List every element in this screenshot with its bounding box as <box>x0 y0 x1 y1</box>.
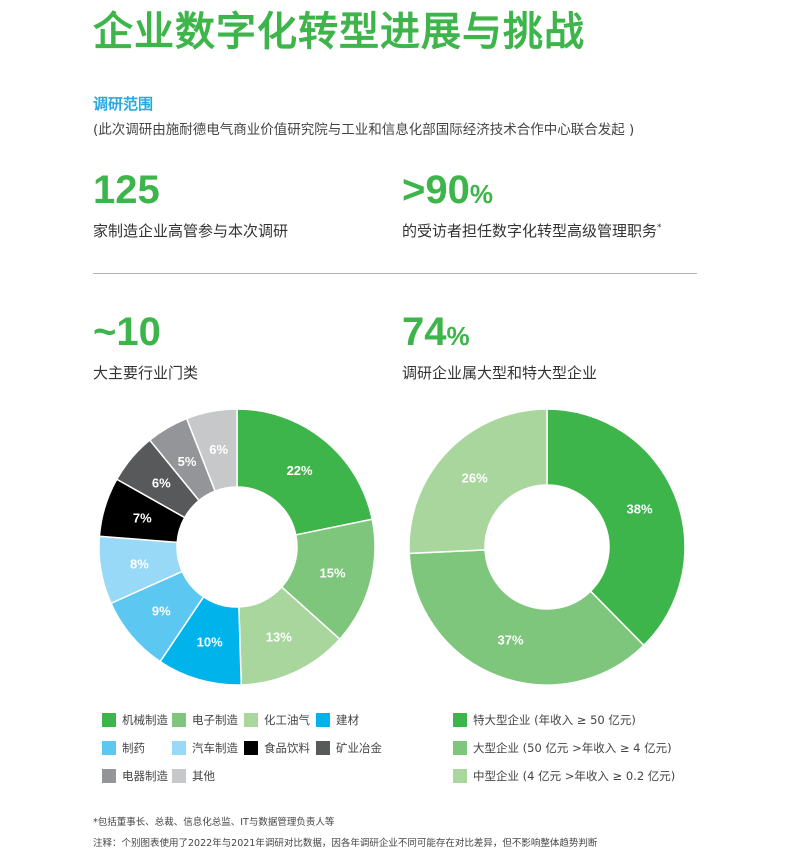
industry-legend-item: 机械制造 <box>102 712 168 728</box>
legend-swatch <box>102 769 116 783</box>
industry-slice-label: 22% <box>287 463 313 478</box>
stat-value: 74 <box>402 310 447 354</box>
legend-swatch <box>102 741 116 755</box>
industry-legend-item: 化工油气 <box>244 712 310 728</box>
stat-desc: 的受访者担任数字化转型高级管理职务 <box>402 222 658 240</box>
legend-label: 电器制造 <box>122 769 168 783</box>
legend-swatch <box>244 713 258 727</box>
size-slice-label: 26% <box>462 470 488 485</box>
industry-slice <box>185 408 238 493</box>
industry-slice-label: 8% <box>130 556 149 571</box>
industry-slice <box>236 408 374 536</box>
size-legend-item: 中型企业 (4 亿元 >年收入 ≥ 0.2 亿元) <box>453 768 675 784</box>
scope-label: 调研范围 <box>93 95 154 113</box>
legend-label: 其他 <box>192 769 215 783</box>
page-title: 企业数字化转型进展与挑战 <box>93 9 585 55</box>
legend-swatch <box>172 769 186 783</box>
industry-slice-label: 7% <box>133 511 152 526</box>
legend-swatch <box>102 713 116 727</box>
legend-swatch <box>172 741 186 755</box>
legend-label: 汽车制造 <box>192 741 238 755</box>
industry-slice-label: 13% <box>266 629 292 644</box>
industry-legend-item: 汽车制造 <box>172 740 238 756</box>
industry-legend-item: 制药 <box>102 740 145 756</box>
size-legend-item: 大型企业 (50 亿元 >年收入 ≥ 4 亿元) <box>453 740 672 756</box>
legend-label: 大型企业 (50 亿元 >年收入 ≥ 4 亿元) <box>473 741 672 755</box>
legend-label: 矿业冶金 <box>336 741 382 755</box>
size-slice <box>546 408 686 647</box>
industry-slice-label: 6% <box>152 476 171 491</box>
industry-legend-item: 建材 <box>316 712 359 728</box>
industry-slice-label: 10% <box>197 635 223 650</box>
scope-note: (此次调研由施耐德电气商业价值研究院与工业和信息化部国际经济技术合作中心联合发起… <box>93 122 635 138</box>
legend-swatch <box>316 741 330 755</box>
legend-label: 机械制造 <box>122 713 168 727</box>
legend-label: 建材 <box>336 713 359 727</box>
industry-legend-item: 其他 <box>172 768 215 784</box>
legend-label: 中型企业 (4 亿元 >年收入 ≥ 0.2 亿元) <box>473 769 676 783</box>
industry-slice <box>280 518 376 641</box>
legend-label: 电子制造 <box>192 713 238 727</box>
industry-slice-label: 6% <box>209 442 228 457</box>
industry-legend-item: 电子制造 <box>172 712 238 728</box>
stat-desc: 家制造企业高管参与本次调研 <box>93 222 289 240</box>
legend-swatch <box>453 713 467 727</box>
industry-slice-label: 5% <box>178 454 197 469</box>
size-slice <box>408 408 548 555</box>
stat-desc: 调研企业属大型和特大型企业 <box>402 364 598 382</box>
size-slice <box>408 549 645 686</box>
legend-label: 制药 <box>122 741 145 755</box>
footnote-roles: *包括董事长、总裁、信息化总监、IT与数据管理负责人等 <box>93 817 335 828</box>
industry-slice-label: 15% <box>320 565 346 580</box>
stat-industries: ~10 大主要行业门类 <box>93 308 198 383</box>
size-slice-label: 38% <box>627 502 653 517</box>
legend-swatch <box>453 769 467 783</box>
size-legend-item: 特大型企业 (年收入 ≥ 50 亿元) <box>453 712 636 728</box>
stat-value: ~10 <box>93 310 161 354</box>
industry-slice-label: 9% <box>152 603 171 618</box>
industry-legend-item: 电器制造 <box>102 768 168 784</box>
legend-swatch <box>244 741 258 755</box>
stat-value: 125 <box>93 168 160 212</box>
stat-unit: % <box>446 321 470 351</box>
footnote-mark: * <box>657 223 662 233</box>
legend-swatch <box>316 713 330 727</box>
legend-label: 化工油气 <box>264 713 310 727</box>
stat-large-enterprises: 74% 调研企业属大型和特大型企业 <box>402 308 597 383</box>
stat-respondent-roles: >90% 的受访者担任数字化转型高级管理职务* <box>402 166 662 241</box>
stat-executives: 125 家制造企业高管参与本次调研 <box>93 166 288 241</box>
legend-label: 特大型企业 (年收入 ≥ 50 亿元) <box>473 713 636 727</box>
stat-unit: % <box>469 179 493 209</box>
industry-legend-item: 矿业冶金 <box>316 740 382 756</box>
legend-label: 食品饮料 <box>264 741 310 755</box>
size-slice-label: 37% <box>498 633 524 648</box>
stat-value: >90 <box>402 168 470 212</box>
divider <box>93 273 697 274</box>
legend-swatch <box>172 713 186 727</box>
legend-swatch <box>453 741 467 755</box>
stat-desc: 大主要行业门类 <box>93 364 199 382</box>
industry-legend-item: 食品饮料 <box>244 740 310 756</box>
footnote-note: 注释：个别图表使用了2022年与2021年调研对比数据，因各年调研企业不同可能存… <box>93 838 598 849</box>
